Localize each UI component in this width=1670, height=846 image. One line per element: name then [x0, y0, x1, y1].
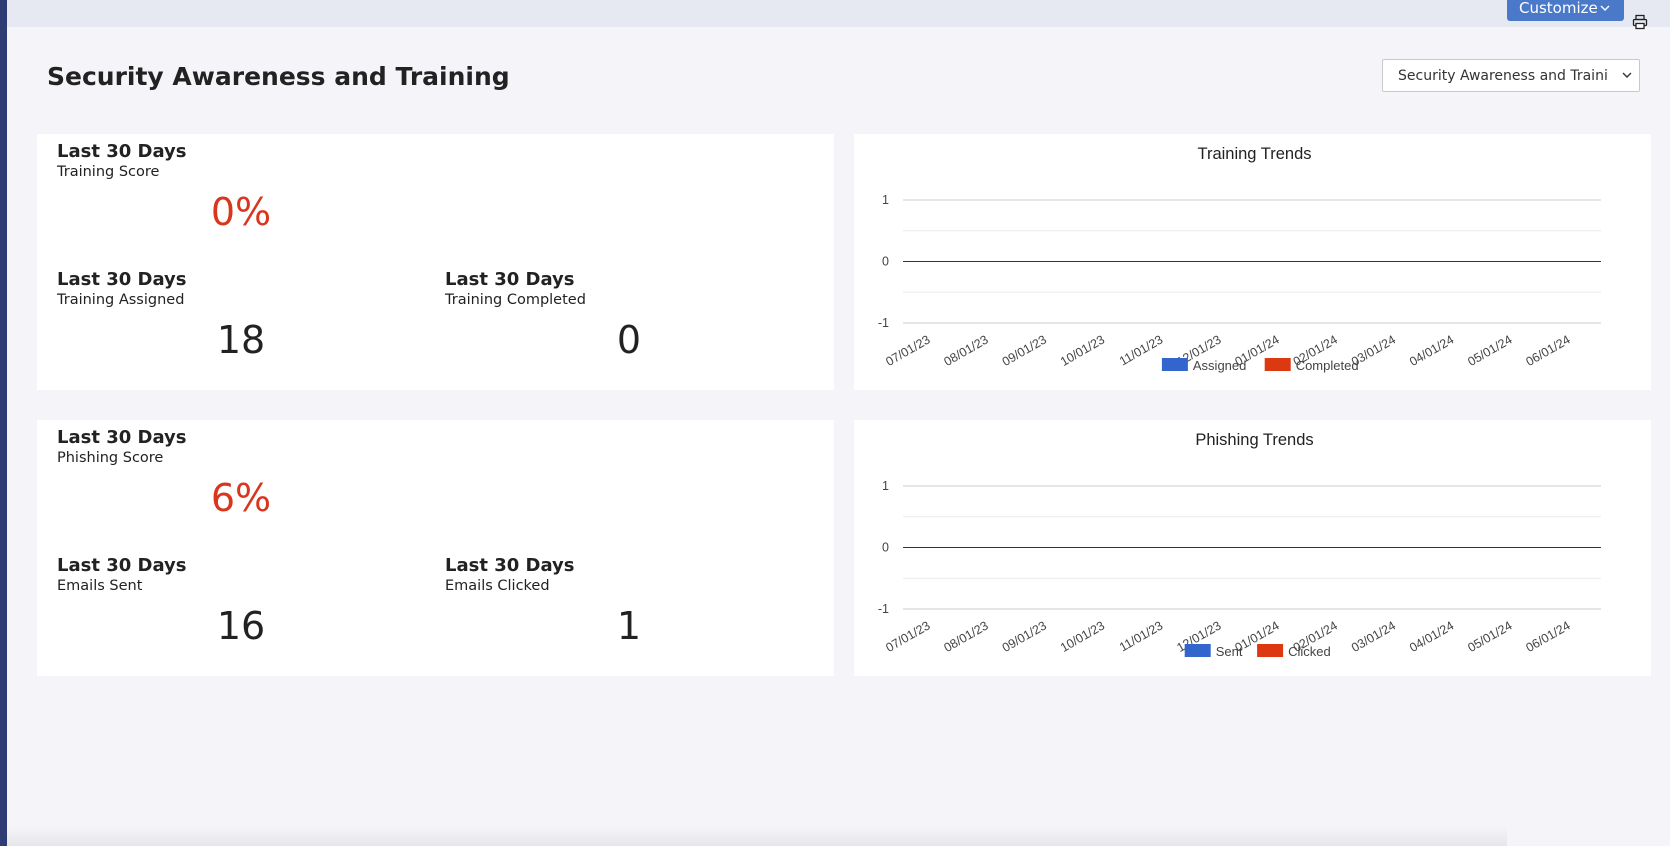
x-tick-label: 11/01/23 — [1117, 332, 1165, 368]
legend-label-clicked: Clicked — [1288, 644, 1331, 659]
training-assigned-value: 18 — [216, 318, 266, 362]
chevron-down-icon — [1600, 5, 1610, 11]
stat-metric: Emails Sent — [57, 578, 143, 594]
training-stats-card: Last 30 Days Training Score 0% Last 30 D… — [37, 134, 834, 390]
x-tick-label: 05/01/24 — [1465, 618, 1514, 654]
x-tick-label: 08/01/23 — [942, 332, 991, 368]
emails-clicked-stat: Last 30 Days Emails Clicked — [445, 555, 575, 595]
chart-title: Phishing Trends — [1195, 431, 1313, 449]
training-completed-value: 0 — [616, 318, 642, 362]
stat-period: Last 30 Days — [57, 427, 187, 448]
emails-sent-value: 16 — [216, 604, 266, 648]
y-tick-label: 1 — [882, 479, 889, 493]
x-tick-label: 04/01/24 — [1407, 332, 1456, 368]
training-score-stat: Last 30 Days Training Score — [57, 141, 187, 181]
phishing-score-stat: Last 30 Days Phishing Score — [57, 427, 187, 467]
stat-metric: Training Completed — [445, 292, 586, 308]
stat-metric: Emails Clicked — [445, 578, 550, 594]
phishing-trends-card: Phishing Trends 1 0 -1 07/01/23 08/01/23 09/01… — [854, 420, 1651, 676]
x-tick-label: 04/01/24 — [1407, 618, 1456, 654]
legend-swatch-sent — [1184, 644, 1211, 657]
stat-period: Last 30 Days — [445, 555, 575, 576]
training-score-value: 0% — [210, 190, 272, 234]
phishing-score-value: 6% — [210, 476, 272, 520]
stat-metric: Phishing Score — [57, 450, 164, 466]
phishing-trends-chart: Phishing Trends 1 0 -1 07/01/23 08/01/23 09/01… — [878, 431, 1601, 659]
stat-period: Last 30 Days — [445, 269, 575, 290]
x-tick-label: 08/01/23 — [942, 618, 991, 654]
legend-swatch-completed — [1264, 358, 1291, 371]
x-tick-label: 09/01/23 — [1000, 618, 1049, 654]
page-title: Security Awareness and Training — [47, 62, 510, 91]
x-tick-label: 10/01/23 — [1058, 332, 1107, 368]
top-bar — [7, 0, 1670, 27]
dashboard-select[interactable]: Security Awareness and Training — [1382, 59, 1640, 92]
y-tick-label: 1 — [882, 193, 889, 207]
left-nav-strip — [0, 0, 7, 846]
x-tick-label: 06/01/24 — [1524, 618, 1573, 654]
training-trends-chart: Training Trends 1 0 -1 07/01/23 08/01/23 09/01… — [878, 145, 1601, 373]
x-tick-label: 09/01/23 — [1000, 332, 1049, 368]
stat-period: Last 30 Days — [57, 269, 187, 290]
y-tick-label: 0 — [882, 541, 889, 555]
stat-metric: Training Score — [57, 164, 160, 180]
x-tick-label: 03/01/24 — [1349, 618, 1398, 654]
x-tick-label: 11/01/23 — [1117, 618, 1165, 654]
x-tick-label: 10/01/23 — [1058, 618, 1107, 654]
customize-button[interactable]: Customize — [1507, 0, 1624, 21]
y-tick-label: -1 — [878, 602, 889, 616]
legend-label-completed: Completed — [1296, 358, 1359, 373]
stat-period: Last 30 Days — [57, 141, 187, 162]
legend-swatch-clicked — [1257, 644, 1284, 657]
bottom-shadow — [7, 826, 1507, 846]
training-completed-stat: Last 30 Days Training Completed — [445, 269, 586, 309]
x-tick-label: 06/01/24 — [1524, 332, 1573, 368]
emails-sent-stat: Last 30 Days Emails Sent — [57, 555, 187, 595]
emails-clicked-value: 1 — [616, 604, 642, 648]
x-tick-label: 05/01/24 — [1465, 332, 1514, 368]
print-icon[interactable] — [1632, 14, 1648, 30]
stat-metric: Training Assigned — [57, 292, 185, 308]
y-tick-label: 0 — [882, 255, 889, 269]
legend-label-sent: Sent — [1216, 644, 1243, 659]
chart-title: Training Trends — [1197, 145, 1311, 163]
stat-period: Last 30 Days — [57, 555, 187, 576]
training-trends-card: Training Trends 1 0 -1 07/01/23 08/01/23 09/01… — [854, 134, 1651, 390]
legend-label-assigned: Assigned — [1193, 358, 1246, 373]
customize-button-label: Customize — [1519, 0, 1598, 17]
training-assigned-stat: Last 30 Days Training Assigned — [57, 269, 187, 309]
y-tick-label: -1 — [878, 316, 889, 330]
x-tick-label: 07/01/23 — [883, 618, 932, 654]
phishing-stats-card: Last 30 Days Phishing Score 6% Last 30 D… — [37, 420, 834, 676]
legend-swatch-assigned — [1161, 358, 1188, 371]
x-tick-label: 07/01/23 — [883, 332, 932, 368]
